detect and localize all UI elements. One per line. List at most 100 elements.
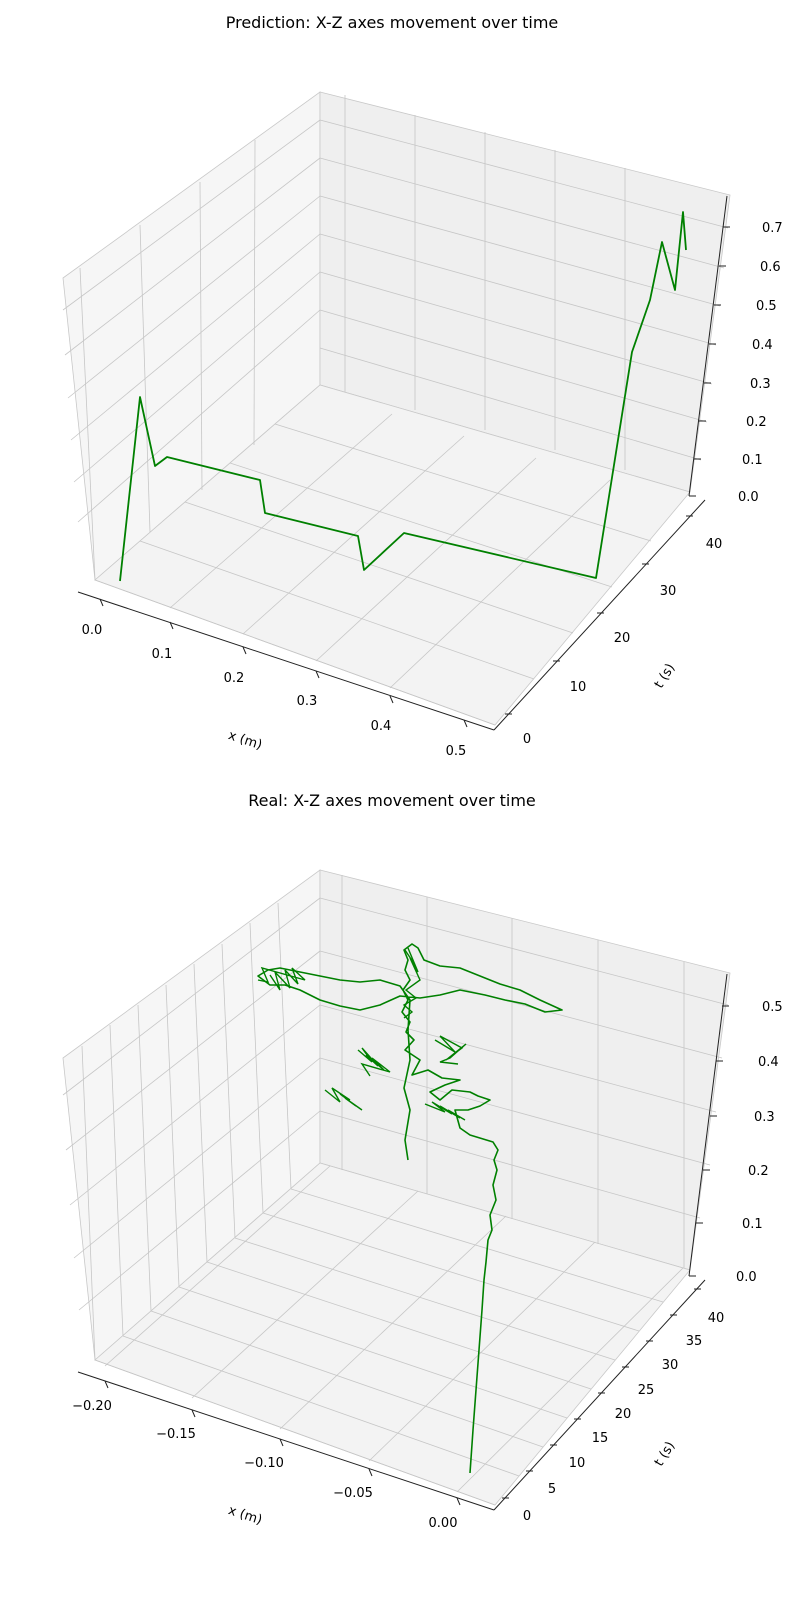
t-tick-label: 5 — [548, 1482, 556, 1497]
back-gridline — [319, 119, 729, 229]
left-gridline — [249, 922, 264, 1214]
left-gridline — [221, 943, 236, 1239]
x-tick-label: 0.4 — [371, 719, 392, 734]
back-gridline — [319, 271, 713, 385]
floor-gridline — [191, 1190, 419, 1399]
left-gridline — [69, 1004, 321, 1206]
floor-gridline — [456, 1267, 684, 1493]
left-gridline — [73, 1057, 321, 1259]
floor-gridline — [290, 1188, 664, 1303]
z-tick-label: 0.4 — [758, 1055, 779, 1070]
floor-gridline — [315, 457, 537, 662]
left-gridline — [77, 309, 321, 523]
floor-gridline — [279, 1215, 507, 1430]
z-tick-label: 0.1 — [742, 453, 763, 468]
left-gridline — [70, 233, 321, 441]
floor-gridline — [150, 1310, 544, 1448]
t-tick-label: 0 — [523, 1509, 531, 1524]
series-line — [257, 966, 306, 991]
back-gridline — [319, 347, 702, 461]
x-axis-line — [77, 591, 495, 731]
back-gridline — [319, 233, 717, 346]
x-tick-label: −0.15 — [156, 1427, 196, 1442]
left-gridline — [62, 119, 321, 311]
floor-gridline — [104, 1165, 331, 1367]
left-gridline — [253, 139, 256, 446]
left-gridline — [137, 1004, 152, 1312]
x-tick-label: −0.20 — [72, 1399, 112, 1414]
floor-gridline — [234, 1237, 616, 1361]
left-gridline — [165, 984, 180, 1288]
t-tick-label: 30 — [660, 584, 677, 599]
x-tick-mark — [104, 1380, 109, 1389]
z-tick-label: 0.7 — [762, 221, 783, 236]
t-tick-label: 15 — [592, 1431, 609, 1446]
left-gridline — [79, 267, 96, 581]
series-line — [402, 947, 421, 1019]
x-tick-label: 0.2 — [224, 671, 245, 686]
left-gridline — [78, 1110, 321, 1311]
x-tick-mark — [169, 621, 174, 630]
floor-gridline — [94, 1359, 496, 1506]
floor-gridline — [139, 540, 535, 680]
chart-title: Real: X-Z axes movement over time — [248, 791, 536, 810]
x-tick-mark — [242, 646, 247, 655]
z-axis-line — [688, 973, 728, 1277]
z-tick-label: 0.6 — [760, 260, 781, 275]
x-tick-mark — [315, 670, 320, 679]
floor-gridline — [274, 423, 652, 542]
x-tick-label: 0.5 — [446, 744, 467, 759]
floor-gridline — [368, 1241, 596, 1462]
series-line — [324, 1087, 363, 1111]
left-gridline — [62, 897, 321, 1096]
z-tick-label: 0.3 — [754, 1110, 775, 1125]
left-gridline — [199, 181, 203, 491]
x-axis-line — [77, 1371, 495, 1511]
floor-gridline — [178, 1286, 568, 1419]
x-tick-label: 0.1 — [152, 647, 173, 662]
floor-gridline — [389, 479, 611, 689]
floor-gridline — [94, 579, 496, 726]
x-tick-label: −0.05 — [333, 1486, 373, 1501]
real-plot: Real: X-Z axes movement over time — [62, 791, 783, 1531]
t-axis-label: t (s) — [652, 661, 679, 691]
prediction-plot: Prediction: X-Z axes movement over time — [62, 13, 783, 759]
x-tick-mark — [463, 719, 468, 728]
x-tick-mark — [279, 1438, 284, 1447]
z-tick-label: 0.3 — [750, 377, 771, 392]
x-tick-label: −0.10 — [244, 1456, 284, 1471]
t-tick-label: 10 — [570, 680, 587, 695]
t-tick-label: 10 — [569, 1456, 586, 1471]
left-gridline — [81, 1045, 96, 1361]
z-tick-label: 0.2 — [748, 1164, 769, 1179]
t-axis-line — [493, 1279, 706, 1511]
z-tick-label: 0.5 — [762, 1000, 783, 1015]
x-tick-mark — [99, 598, 104, 607]
z-axis-line — [688, 195, 728, 497]
t-tick-label: 20 — [614, 631, 631, 646]
back-gridline — [319, 897, 729, 1006]
back-gridline — [319, 157, 725, 269]
x-tick-label: 0.0 — [82, 623, 103, 638]
z-tick-label: 0.0 — [736, 1270, 757, 1285]
series-line — [434, 1035, 467, 1065]
back-gridline — [319, 1004, 717, 1113]
series-line — [424, 1101, 466, 1121]
x-tick-mark — [368, 1468, 373, 1477]
t-tick-label: 20 — [615, 1407, 632, 1422]
t-tick-label: 40 — [706, 537, 723, 552]
left-gridline — [64, 157, 321, 356]
left-gridline — [73, 271, 321, 483]
left-gridline — [109, 1024, 124, 1337]
back-gridline — [319, 309, 708, 423]
t-axis-label: t (s) — [652, 1439, 679, 1469]
z-tick-label: 0.1 — [742, 1217, 763, 1232]
x-tick-mark — [456, 1497, 461, 1506]
t-tick-label: 25 — [638, 1383, 655, 1398]
back-gridline — [319, 1110, 701, 1219]
t-tick-label: 35 — [686, 1334, 703, 1349]
left-gridline — [277, 902, 292, 1190]
z-tick-label: 0.0 — [738, 490, 759, 505]
t-tick-label: 0 — [523, 732, 531, 747]
